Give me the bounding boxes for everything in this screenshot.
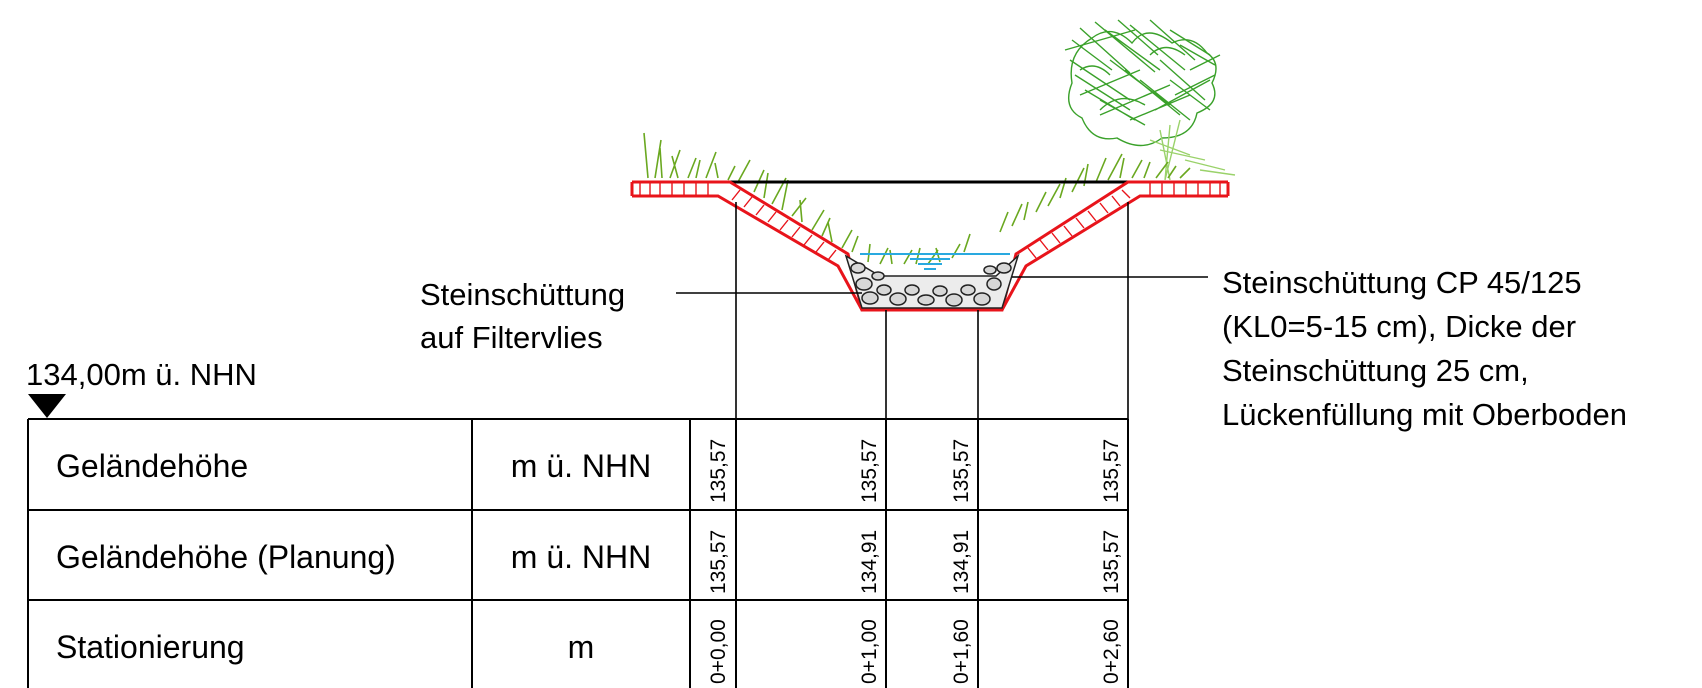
value-cell: 135,57: [858, 439, 881, 503]
left-annotation-line2: auf Filtervlies: [420, 320, 603, 355]
value-cell: 134,91: [858, 530, 881, 594]
profile-table-grid: [27, 418, 1129, 688]
rock-fill: [844, 253, 1020, 309]
reference-level-label: 134,00m ü. NHN: [26, 357, 257, 392]
row-unit-gelaendehoehe-planung: m ü. NHN: [511, 539, 651, 575]
embankment-liner: [630, 180, 1230, 312]
row-unit-gelaendehoehe: m ü. NHN: [511, 448, 651, 484]
liner-hatching: [639, 183, 1221, 261]
row-label-stationierung: Stationierung: [56, 629, 245, 665]
value-cell: 134,91: [950, 530, 973, 594]
value-cell: 0+1,00: [858, 619, 881, 684]
value-cell: 0+0,00: [707, 619, 730, 684]
right-annotation-line2: (KL0=5-15 cm), Dicke der: [1222, 309, 1576, 344]
right-annotation-line1: Steinschüttung CP 45/125: [1222, 265, 1582, 300]
row-label-gelaendehoehe-planung: Geländehöhe (Planung): [56, 539, 396, 575]
left-annotation-line1: Steinschüttung: [420, 277, 625, 312]
value-cell: 0+2,60: [1100, 619, 1123, 684]
value-cell: 135,57: [707, 439, 730, 503]
value-cell: 135,57: [1100, 530, 1123, 594]
value-cell: 0+1,60: [950, 619, 973, 684]
row-label-gelaendehoehe: Geländehöhe: [56, 448, 248, 484]
value-cell: 135,57: [1100, 439, 1123, 503]
value-cell: 135,57: [950, 439, 973, 503]
value-cell: 135,57: [707, 530, 730, 594]
station-projection-lines: [735, 202, 1129, 419]
right-annotation-line4: Lückenfüllung mit Oberboden: [1222, 397, 1627, 432]
tree-illustration: [1064, 19, 1236, 181]
right-annotation-line3: Steinschüttung 25 cm,: [1222, 353, 1529, 388]
row-unit-stationierung: m: [568, 629, 595, 665]
reference-level-marker: [28, 394, 66, 418]
grass-illustration: [643, 132, 1191, 265]
water-surface: [860, 253, 1010, 270]
